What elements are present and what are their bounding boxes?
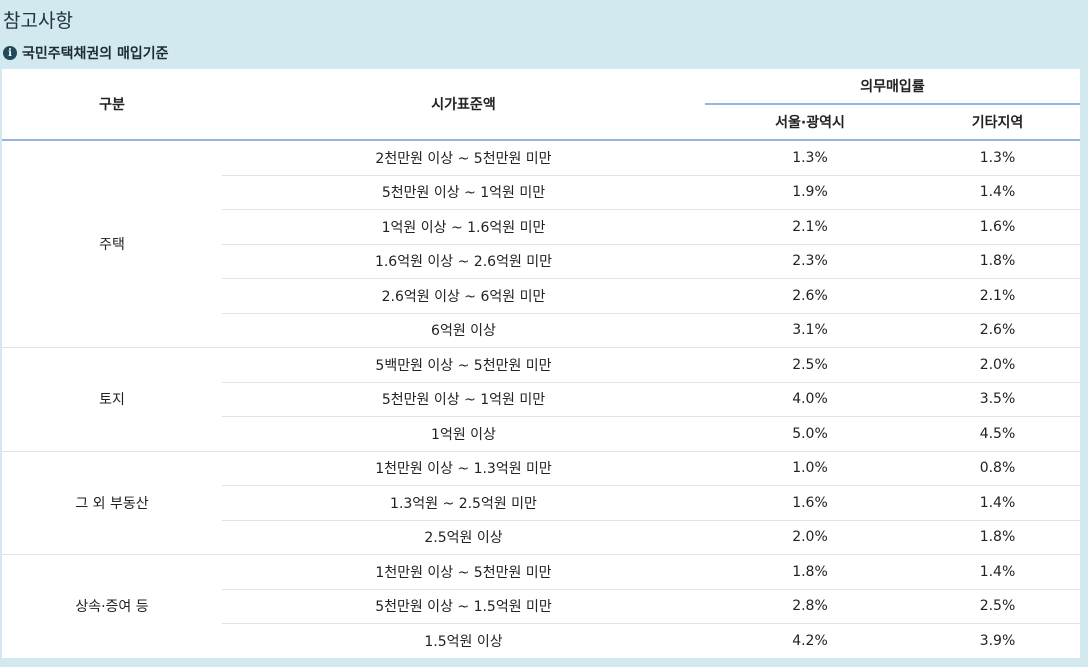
price-range: 5천만원 이상 ~ 1억원 미만 (222, 381, 705, 417)
price-range: 5천만원 이상 ~ 1억원 미만 (222, 174, 705, 210)
rate-other: 1.8% (915, 519, 1080, 555)
group-name: 상속·증여 등 (2, 554, 222, 658)
rate-seoul: 5.0% (705, 416, 915, 451)
rate-seoul: 2.1% (705, 209, 915, 244)
rate-seoul: 1.0% (705, 450, 915, 486)
rate-other: 4.5% (915, 416, 1080, 451)
rate-seoul: 1.3% (705, 139, 915, 175)
table-row: 5천만원 이상 ~ 1억원 미만 1.9% 1.4% (2, 174, 1080, 210)
subtitle: i 국민주택채권의 매입기준 (3, 43, 169, 63)
group-name: 토지 (2, 347, 222, 451)
rate-other: 1.8% (915, 243, 1080, 279)
header-standard-price: 시가표준액 (222, 69, 705, 141)
table-row: 토지 5백만원 이상 ~ 5천만원 미만 2.5% 2.0% (2, 347, 1080, 451)
price-range: 2.6억원 이상 ~ 6억원 미만 (222, 278, 705, 313)
table-row: 6억원 이상 3.1% 2.6% (2, 312, 1080, 348)
rate-seoul: 2.6% (705, 278, 915, 313)
rate-seoul: 1.6% (705, 485, 915, 520)
group-name: 주택 (2, 139, 222, 348)
table-row: 그 외 부동산 1천만원 이상 ~ 1.3억원 미만 1.0% 0.8% (2, 450, 1080, 555)
table-row: 1.5억원 이상 4.2% 3.9% (2, 623, 1080, 658)
table-row: 주택 2천만원 이상 ~ 5천만원 미만 1.3% 1.3% (2, 139, 1080, 348)
rate-other: 2.1% (915, 278, 1080, 313)
price-range: 5천만원 이상 ~ 1.5억원 미만 (222, 588, 705, 624)
section-title: 참고사항 (3, 10, 73, 32)
rate-seoul: 3.1% (705, 312, 915, 348)
price-range: 5백만원 이상 ~ 5천만원 미만 (222, 347, 705, 382)
table-row: 1.3억원 ~ 2.5억원 미만 1.6% 1.4% (2, 485, 1080, 520)
price-range: 1.6억원 이상 ~ 2.6억원 미만 (222, 243, 705, 279)
rate-other: 2.0% (915, 347, 1080, 382)
rate-other: 3.5% (915, 381, 1080, 417)
bond-purchase-table: 구분 시가표준액 의무매입률 서울·광역시 기타지역 주택 2천만원 이상 ~ 5… (2, 69, 1080, 658)
table-row: 5천만원 이상 ~ 1.5억원 미만 2.8% 2.5% (2, 588, 1080, 624)
info-icon: i (3, 46, 17, 60)
price-range: 1.5억원 이상 (222, 623, 705, 658)
header-seoul: 서울·광역시 (705, 103, 915, 141)
rate-other: 2.6% (915, 312, 1080, 348)
table-row: 1.6억원 이상 ~ 2.6억원 미만 2.3% 1.8% (2, 243, 1080, 279)
group-name: 그 외 부동산 (2, 450, 222, 555)
table-row: 2.6억원 이상 ~ 6억원 미만 2.6% 2.1% (2, 278, 1080, 313)
price-range: 1억원 이상 ~ 1.6억원 미만 (222, 209, 705, 244)
table-row: 1억원 이상 5.0% 4.5% (2, 416, 1080, 451)
price-range: 1억원 이상 (222, 416, 705, 451)
table-row: 5천만원 이상 ~ 1억원 미만 4.0% 3.5% (2, 381, 1080, 417)
subtitle-text: 국민주택채권의 매입기준 (22, 46, 169, 62)
price-range: 1천만원 이상 ~ 5천만원 미만 (222, 554, 705, 589)
rate-other: 3.9% (915, 623, 1080, 658)
rate-other: 1.3% (915, 139, 1080, 175)
rate-seoul: 2.8% (705, 588, 915, 624)
header-rate: 의무매입률 (860, 79, 925, 95)
price-range: 2.5억원 이상 (222, 519, 705, 555)
rate-other: 1.6% (915, 209, 1080, 244)
price-range: 1천만원 이상 ~ 1.3억원 미만 (222, 450, 705, 486)
rate-seoul: 1.9% (705, 174, 915, 210)
price-range: 1.3억원 ~ 2.5억원 미만 (222, 485, 705, 520)
rate-seoul: 4.2% (705, 623, 915, 658)
price-range: 6억원 이상 (222, 312, 705, 348)
rate-seoul: 2.3% (705, 243, 915, 279)
rate-seoul: 2.0% (705, 519, 915, 555)
table-row: 2.5억원 이상 2.0% 1.8% (2, 519, 1080, 555)
rate-other: 1.4% (915, 485, 1080, 520)
price-range: 2천만원 이상 ~ 5천만원 미만 (222, 139, 705, 175)
rate-seoul: 1.8% (705, 554, 915, 589)
table-row: 상속·증여 등 1천만원 이상 ~ 5천만원 미만 1.8% 1.4% (2, 554, 1080, 658)
header-other: 기타지역 (915, 103, 1080, 141)
rate-other: 0.8% (915, 450, 1080, 486)
rate-other: 1.4% (915, 554, 1080, 589)
rate-seoul: 2.5% (705, 347, 915, 382)
table-row: 1억원 이상 ~ 1.6억원 미만 2.1% 1.6% (2, 209, 1080, 244)
rate-other: 2.5% (915, 588, 1080, 624)
rate-seoul: 4.0% (705, 381, 915, 417)
header-category: 구분 (2, 69, 222, 141)
rate-other: 1.4% (915, 174, 1080, 210)
